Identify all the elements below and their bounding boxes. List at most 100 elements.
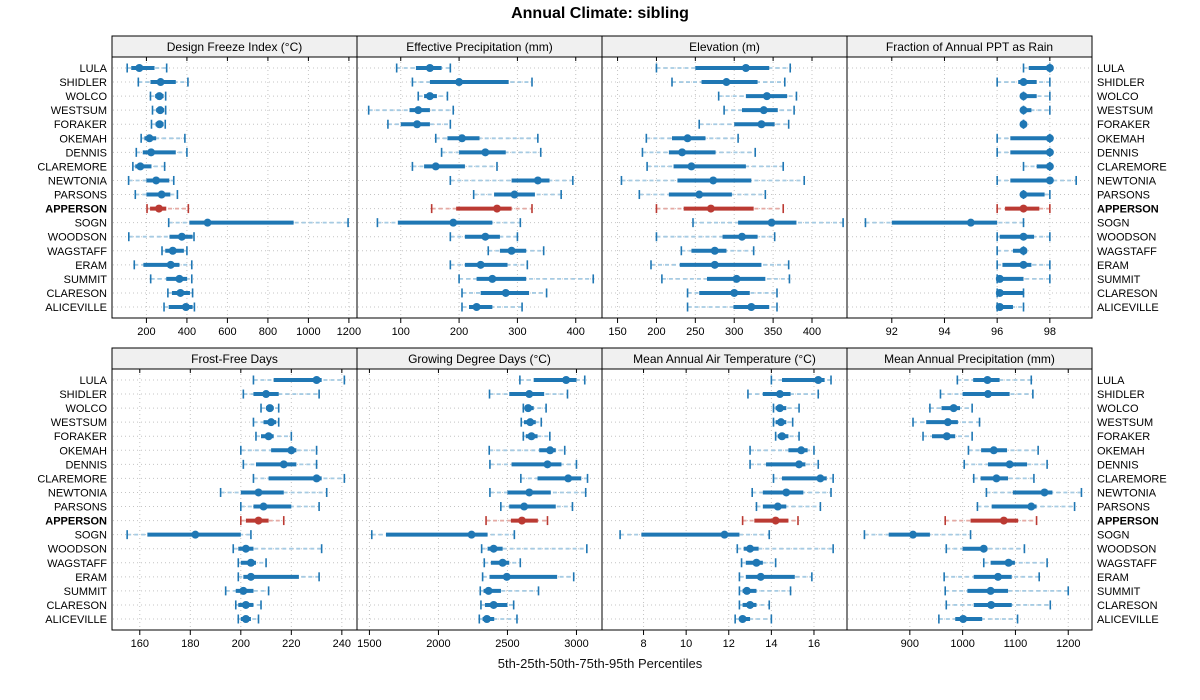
median-dot [757, 120, 766, 129]
median-dot [498, 558, 507, 567]
median-dot [154, 204, 163, 213]
axis-tick-label: 400 [803, 326, 821, 338]
median-dot [493, 204, 501, 213]
median-dot [995, 274, 1004, 283]
median-dot [254, 516, 263, 525]
station-label-right: WAGSTAFF [1097, 246, 1157, 258]
axis-tick-label: 150 [608, 326, 626, 338]
station-label-left: SOGN [75, 530, 107, 542]
median-dot [191, 530, 200, 539]
median-dot [312, 376, 321, 384]
station-label-right: WOLCO [1097, 403, 1139, 415]
median-dot [136, 162, 145, 171]
median-dot [533, 176, 542, 185]
median-dot [983, 390, 992, 399]
station-label-left: OKEMAH [59, 133, 107, 145]
station-label-left: DENNIS [65, 459, 107, 471]
station-label-left: WESTSUM [51, 105, 107, 117]
median-dot [472, 303, 481, 311]
median-dot [747, 303, 756, 311]
median-dot [455, 78, 464, 87]
median-dot [135, 64, 144, 72]
median-dot [795, 460, 804, 469]
median-dot [510, 190, 519, 199]
axis-tick-label: 400 [178, 326, 196, 338]
median-dot [778, 432, 787, 441]
station-label-right: WOODSON [1097, 544, 1156, 556]
station-label-right: ERAM [1097, 260, 1129, 272]
station-label-right: ALICEVILLE [1097, 302, 1159, 314]
median-dot [181, 303, 190, 311]
median-dot [507, 246, 516, 255]
axis-tick-label: 300 [725, 326, 743, 338]
axis-tick-label: 1100 [1004, 638, 1028, 650]
station-label-left: LULA [79, 63, 107, 75]
station-label-left: WOLCO [65, 91, 107, 103]
station-label-right: SHIDLER [1097, 77, 1145, 89]
station-label-left: SHIDLER [59, 389, 107, 401]
axis-tick-label: 92 [886, 326, 898, 338]
median-dot [1045, 64, 1054, 72]
median-dot [481, 232, 490, 241]
station-label-right: ALICEVILLE [1097, 614, 1159, 626]
station-label-left: WESTSUM [51, 417, 107, 429]
median-dot [564, 474, 573, 483]
station-label-right: WOLCO [1097, 91, 1139, 103]
median-dot [776, 418, 785, 427]
median-dot [525, 390, 534, 399]
median-dot [695, 190, 704, 199]
station-label-left: CLARESON [46, 288, 107, 300]
panel-title: Frost-Free Days [191, 352, 278, 366]
axis-tick-label: 900 [901, 638, 919, 650]
panel-title: Mean Annual Precipitation (mm) [884, 352, 1055, 366]
median-dot [1019, 190, 1028, 199]
median-dot [175, 274, 184, 283]
axis-tick-label: 200 [450, 326, 468, 338]
station-label-right: CLAREMORE [1097, 473, 1167, 485]
median-dot [1019, 120, 1028, 129]
median-dot [239, 586, 248, 595]
station-label-left: PARSONS [54, 502, 107, 514]
median-dot [425, 92, 434, 101]
median-dot [752, 558, 761, 567]
median-dot [241, 544, 250, 553]
station-label-right: NEWTONIA [1097, 175, 1157, 187]
median-dot [489, 600, 498, 609]
station-label-left: SHIDLER [59, 77, 107, 89]
station-label-left: WOODSON [48, 544, 107, 556]
station-label-left: WOODSON [48, 232, 107, 244]
median-dot [1005, 460, 1014, 469]
median-dot [816, 474, 825, 483]
median-dot [145, 134, 154, 143]
median-dot [814, 376, 823, 384]
station-label-left: WAGSTAFF [47, 246, 107, 258]
median-dot [992, 474, 1001, 483]
axis-tick-label: 300 [508, 326, 526, 338]
axis-tick-label: 1200 [1056, 638, 1080, 650]
median-dot [1019, 204, 1028, 213]
station-label-left: FORAKER [54, 119, 107, 131]
median-dot [264, 432, 273, 441]
axis-tick-label: 3000 [564, 638, 588, 650]
median-dot [546, 446, 555, 455]
axis-tick-label: 160 [131, 638, 149, 650]
station-label-right: WESTSUM [1097, 105, 1153, 117]
station-label-right: PARSONS [1097, 502, 1150, 514]
median-dot [979, 544, 988, 553]
station-label-left: WOLCO [65, 403, 107, 415]
median-dot [999, 516, 1008, 525]
median-dot [267, 418, 276, 427]
median-dot [730, 288, 739, 297]
median-dot [449, 218, 458, 227]
panel-border [111, 56, 358, 319]
median-dot [527, 432, 536, 441]
station-label-right: SOGN [1097, 218, 1129, 230]
station-label-right: PARSONS [1097, 190, 1150, 202]
station-label-left: CLAREMORE [37, 161, 107, 173]
median-dot [746, 544, 755, 553]
median-dot [168, 246, 177, 255]
station-label-right: APPERSON [1097, 516, 1159, 528]
station-label-right: OKEMAH [1097, 133, 1145, 145]
panel-border [601, 368, 848, 631]
